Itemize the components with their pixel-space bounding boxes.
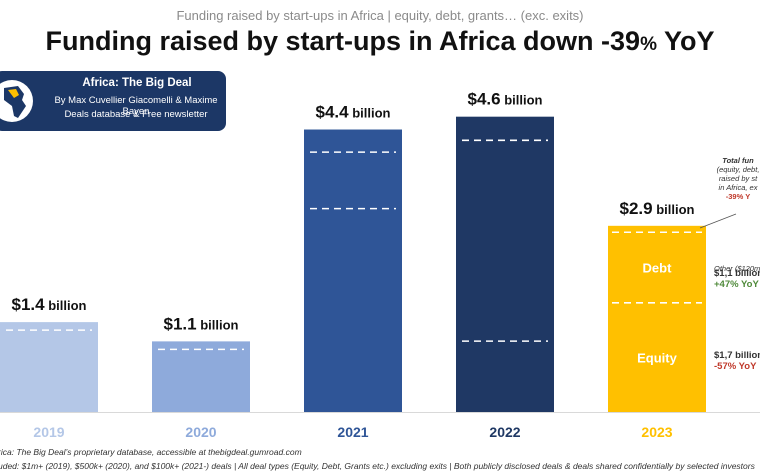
bar-2021 <box>304 129 402 412</box>
bar-2019 <box>0 322 98 412</box>
other-label: Other ($120m) <box>714 264 760 273</box>
debt-change: +47% YoY <box>714 279 759 290</box>
value-label-2019: $1.4 billion <box>12 295 87 314</box>
footer-included: uded: $1m+ (2019), $500k+ (2020), and $1… <box>0 461 755 471</box>
chart-title: Funding raised by start-ups in Africa do… <box>45 26 715 56</box>
chart-subtitle: Funding raised by start-ups in Africa | … <box>176 8 584 23</box>
footer-source: rica: The Big Deal’s proprietary databas… <box>0 447 302 457</box>
segment-label-equity: Equity <box>637 350 677 365</box>
bar-2023 <box>608 225 706 412</box>
category-label-2020: 2020 <box>185 424 216 440</box>
badge-tagline: Deals database & Free newsletter <box>64 109 208 120</box>
value-label-2022: $4.6 billion <box>468 90 543 109</box>
value-label-2020: $1.1 billion <box>164 314 239 333</box>
bar-2022 <box>456 116 554 413</box>
value-label-2021: $4.4 billion <box>316 103 391 122</box>
category-label-2021: 2021 <box>337 424 368 440</box>
badge-authors: By Max Cuvellier Giacomelli & Maxime Bay… <box>54 95 218 117</box>
debt-value: $1,1 billion <box>714 268 760 279</box>
category-label-2022: 2022 <box>489 424 520 440</box>
bar-2020 <box>152 341 250 412</box>
africa-map-icon <box>0 80 33 122</box>
equity-annotation: $1,7 billion -57% YoY <box>714 350 760 372</box>
category-label-2023: 2023 <box>641 424 672 440</box>
segment-label-debt: Debt <box>643 261 673 276</box>
category-label-2019: 2019 <box>33 424 64 440</box>
equity-value: $1,7 billion <box>714 350 760 361</box>
debt-annotation: $1,1 billion +47% YoY <box>714 268 760 290</box>
total-funding-note: Total fun (equity, debt, raised by st in… <box>716 156 760 201</box>
value-label-2023: $2.9 billion <box>620 199 695 218</box>
badge-title: Africa: The Big Deal <box>82 77 192 89</box>
note-leader-line <box>699 213 737 229</box>
equity-change: -57% YoY <box>714 361 757 372</box>
big-deal-badge[interactable]: Africa: The Big Deal By Max Cuvellier Gi… <box>0 71 226 131</box>
